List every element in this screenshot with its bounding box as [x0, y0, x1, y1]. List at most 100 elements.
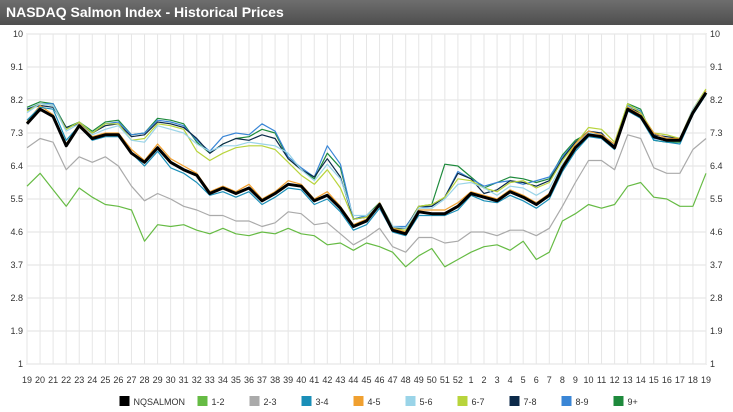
y-tick-label-left: 1 — [18, 359, 23, 369]
x-tick-label: 13 — [623, 375, 633, 385]
x-tick-label: 8 — [560, 375, 565, 385]
x-tick-label: 25 — [100, 375, 110, 385]
legend-item-2-3: 2-3 — [249, 396, 277, 407]
legend: NQSALMON 1-2 2-3 3-4 4-5 5-6 6-7 7-8 8-9 9+ — [119, 396, 638, 407]
x-tick-label: 50 — [427, 375, 437, 385]
series-line-1-2 — [26, 172, 707, 268]
x-tick-label: 15 — [649, 375, 659, 385]
x-tick-label: 3 — [495, 375, 500, 385]
series-line-2-3 — [26, 134, 707, 253]
legend-swatch — [405, 396, 416, 406]
x-tick-label: 49 — [414, 375, 424, 385]
legend-swatch — [561, 396, 572, 406]
legend-item-nqsalmon: NQSALMON — [119, 396, 186, 407]
x-tick-label: 52 — [453, 375, 463, 385]
y-tick-label-left: 9.1 — [10, 62, 23, 72]
y-tick-label-left: 2.8 — [10, 293, 23, 303]
x-tick-label: 1 — [468, 375, 473, 385]
x-tick-label: 46 — [375, 375, 385, 385]
x-tick-label: 30 — [166, 375, 176, 385]
x-tick-label: 12 — [610, 375, 620, 385]
series-line-6-7 — [26, 88, 707, 231]
x-tick-label: 26 — [113, 375, 123, 385]
x-tick-label: 40 — [296, 375, 306, 385]
x-tick-label: 4 — [508, 375, 513, 385]
y-tick-label-right: 10 — [710, 29, 720, 39]
legend-label: 7-8 — [524, 397, 537, 407]
x-tick-label: 38 — [270, 375, 280, 385]
y-tick-label-left: 4.6 — [10, 227, 23, 237]
y-tick-label-left: 1.9 — [10, 326, 23, 336]
legend-item-1-2: 1-2 — [197, 396, 225, 407]
x-tick-label: 47 — [388, 375, 398, 385]
x-tick-label: 22 — [61, 375, 71, 385]
x-tick-label: 39 — [283, 375, 293, 385]
x-tick-label: 34 — [218, 375, 228, 385]
x-tick-label: 16 — [662, 375, 672, 385]
y-tick-label-right: 5.5 — [710, 194, 723, 204]
x-tick-label: 28 — [140, 375, 150, 385]
legend-swatch — [197, 396, 208, 406]
y-tick-label-right: 9.1 — [710, 62, 723, 72]
x-tick-label: 17 — [675, 375, 685, 385]
legend-swatch — [249, 396, 260, 406]
y-tick-label-right: 1 — [710, 359, 715, 369]
legend-label: 9+ — [628, 397, 638, 407]
x-tick-label: 41 — [309, 375, 319, 385]
x-tick-label: 19 — [22, 375, 32, 385]
x-tick-label: 31 — [179, 375, 189, 385]
legend-item-5-6: 5-6 — [405, 396, 433, 407]
x-tick-label: 14 — [636, 375, 646, 385]
y-axis-right: 1 1.9 2.8 3.7 4.6 5.5 6.4 7.3 8.2 9.1 10 — [710, 29, 723, 369]
legend-swatch — [353, 396, 364, 406]
chart-title: NASDAQ Salmon Index - Historical Prices — [6, 4, 284, 20]
y-tick-label-left: 6.4 — [10, 161, 23, 171]
legend-swatch — [613, 396, 624, 406]
legend-label: 4-5 — [368, 397, 381, 407]
y-tick-label-right: 3.7 — [710, 260, 723, 270]
x-tick-label: 33 — [205, 375, 215, 385]
legend-label: NQSALMON — [134, 397, 186, 407]
x-tick-label: 27 — [126, 375, 136, 385]
legend-swatch — [509, 396, 520, 406]
legend-item-9-: 9+ — [613, 396, 638, 407]
x-tick-label: 51 — [440, 375, 450, 385]
y-tick-label-left: 3.7 — [10, 260, 23, 270]
x-tick-label: 19 — [701, 375, 711, 385]
x-tick-label: 32 — [192, 375, 202, 385]
series-line-nqsalmon — [25, 91, 708, 236]
legend-swatch — [457, 396, 468, 406]
y-tick-label-right: 8.2 — [710, 95, 723, 105]
grid — [26, 33, 707, 365]
y-tick-label-right: 4.6 — [710, 227, 723, 237]
x-tick-label: 36 — [244, 375, 254, 385]
x-tick-label: 10 — [583, 375, 593, 385]
x-tick-label: 5 — [521, 375, 526, 385]
chart-title-bar: NASDAQ Salmon Index - Historical Prices — [0, 0, 733, 25]
legend-label: 3-4 — [316, 397, 329, 407]
y-tick-label-left: 10 — [13, 29, 23, 39]
x-tick-label: 35 — [231, 375, 241, 385]
series-line-5-6 — [26, 90, 707, 229]
legend-label: 5-6 — [420, 397, 433, 407]
x-tick-label: 44 — [348, 375, 358, 385]
y-axis-left: 1 1.9 2.8 3.7 4.6 5.5 6.4 7.3 8.2 9.1 10 — [10, 29, 23, 369]
legend-label: 2-3 — [264, 397, 277, 407]
legend-item-8-9: 8-9 — [561, 396, 589, 407]
x-tick-label: 29 — [153, 375, 163, 385]
x-tick-label: 11 — [597, 375, 606, 385]
x-tick-label: 24 — [87, 375, 97, 385]
series-line-3-4 — [26, 94, 707, 237]
legend-item-6-7: 6-7 — [457, 396, 485, 407]
y-tick-label-right: 2.8 — [710, 293, 723, 303]
x-tick-label: 7 — [547, 375, 552, 385]
x-tick-label: 20 — [35, 375, 45, 385]
legend-swatch — [119, 396, 130, 406]
x-tick-label: 48 — [401, 375, 411, 385]
legend-label: 8-9 — [576, 397, 589, 407]
legend-item-7-8: 7-8 — [509, 396, 537, 407]
legend-swatch — [301, 396, 312, 406]
y-tick-label-right: 1.9 — [710, 326, 723, 336]
